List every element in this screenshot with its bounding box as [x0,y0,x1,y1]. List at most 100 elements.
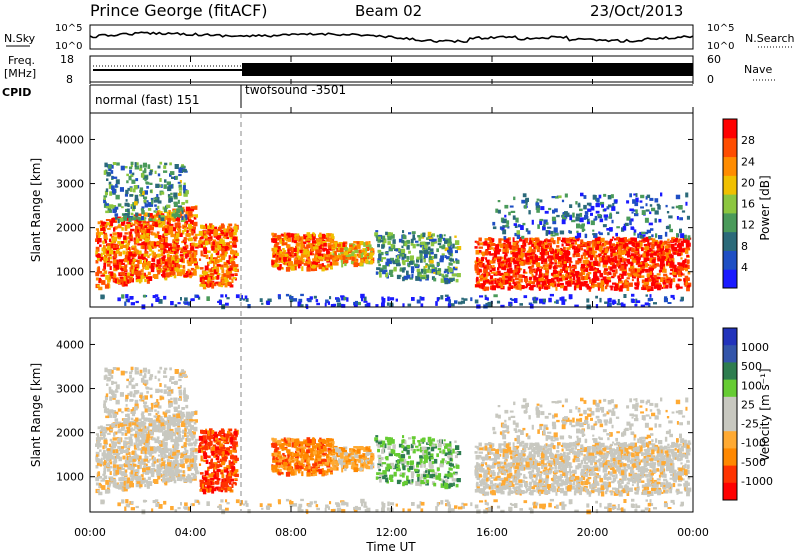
power-cell [542,258,548,261]
power-cell [681,248,686,253]
power-cell [423,249,428,255]
power-cell [623,283,627,288]
power-cell [547,243,552,246]
power-cell [680,257,683,260]
power-cell [540,206,545,211]
power-cell [374,232,379,237]
power-cell [521,275,525,278]
power-cell [100,221,106,227]
power-cell [354,300,358,305]
power-cell [99,244,102,247]
velocity-cell [125,477,128,480]
power-cell [314,257,318,262]
power-cell [218,233,222,236]
power-cell [137,270,142,276]
velocity-cell [124,437,128,440]
power-cell [297,301,302,307]
power-cell [114,213,119,217]
power-cell [663,297,668,303]
power-cell [643,243,648,247]
power-cell [509,297,513,301]
power-cell [650,228,654,231]
power-cell [593,241,597,247]
power-cell [148,276,151,281]
power-cell [575,216,580,222]
power-cell [571,219,576,223]
power-cell [225,302,229,306]
power-cell [611,252,616,257]
power-cell [296,242,301,246]
power-cell [201,233,206,238]
velocity-cell [189,458,192,464]
power-cell [521,248,526,252]
velocity-cell [126,480,130,484]
power-cell [133,251,137,255]
velocity-cell [189,478,192,484]
power-cell [615,245,620,249]
power-cell [550,237,554,241]
power-cell [427,265,431,270]
power-cell [219,258,223,263]
power-cell [610,286,613,291]
power-cell [206,280,211,284]
power-cell [177,228,182,234]
power-cell [187,301,191,306]
power-cell [150,226,154,231]
power-cell [408,250,411,254]
power-cell [652,257,657,261]
power-cell [130,265,133,270]
power-cell [136,219,139,222]
power-cell [425,268,430,273]
noise-left-label: N.Sky [4,32,36,45]
power-cell [494,248,498,252]
power-cell [518,283,522,289]
power-cell [505,238,510,243]
power-cell [446,279,450,284]
power-cell [115,183,118,188]
power-cell [126,173,129,177]
power-cell [124,224,129,229]
power-cell [528,246,532,251]
power-cell [476,258,481,262]
power-cell [525,278,528,284]
power-cell [640,206,644,209]
power-cell [160,247,163,253]
power-cell [395,248,399,252]
power-cell [474,240,478,243]
power-cell [654,210,659,215]
power-cell [641,268,645,273]
power-cell [498,281,502,286]
power-cell [505,224,509,228]
power-cell [131,269,134,275]
power-cell [127,298,130,303]
velocity-cell [176,454,180,457]
power-cell [516,251,522,255]
velocity-cell [195,450,199,454]
power-cell [497,267,500,271]
power-cell [124,202,129,207]
power-cell [110,240,114,244]
velocity-cell [97,489,100,493]
power-cell [603,252,607,255]
power-cell [178,173,182,177]
power-cell [595,304,599,309]
power-cell [485,286,489,291]
power-cell [656,252,661,256]
power-cell [406,270,409,276]
power-cell [555,196,559,199]
power-cell [95,271,100,277]
power-cell [506,268,511,274]
power-cell [342,242,346,247]
power-cell [599,272,604,278]
power-cell [281,260,285,264]
power-cell [96,249,99,252]
power-cell [95,277,99,281]
velocity-cell [137,461,143,465]
power-cell [287,247,293,252]
power-cell [644,245,649,250]
power-cell [240,295,243,300]
power-cell [161,256,166,261]
power-cell [637,253,641,258]
power-cell [185,253,189,258]
power-cell [159,184,162,187]
